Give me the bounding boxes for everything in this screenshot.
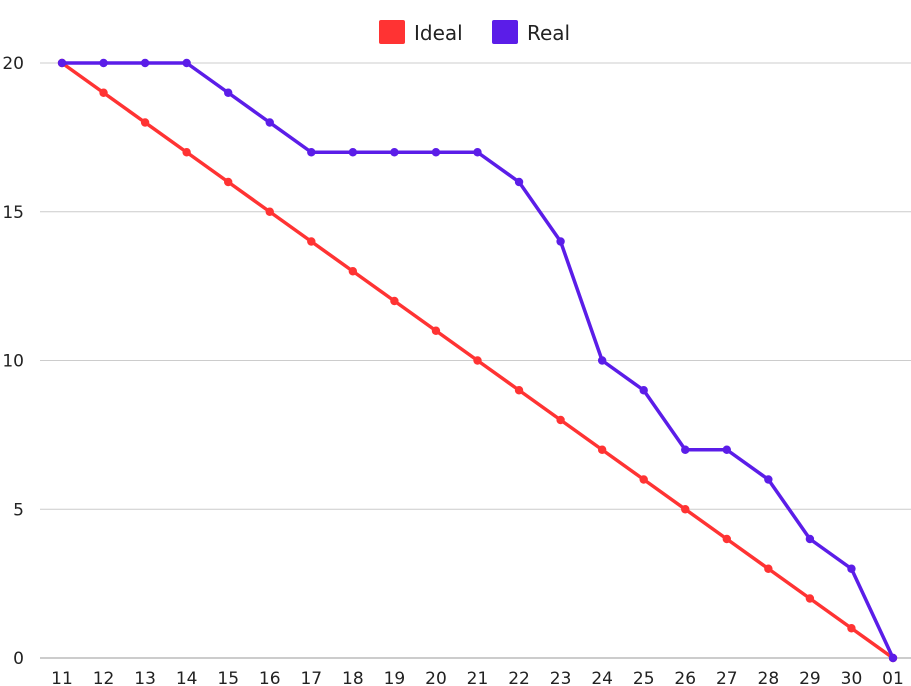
y-tick-label: 15	[2, 203, 24, 223]
data-point-real	[307, 148, 316, 157]
data-point-real	[597, 356, 607, 365]
data-point-ideal	[639, 475, 648, 484]
data-point-ideal	[390, 296, 399, 306]
data-point-ideal	[514, 386, 524, 395]
data-point-real	[390, 148, 399, 157]
data-point-real	[224, 88, 233, 97]
x-tick-label: 28	[758, 669, 780, 686]
data-point-ideal	[847, 624, 856, 633]
legend-label-real: Real	[527, 21, 570, 45]
data-point-ideal	[307, 237, 316, 246]
data-point-ideal	[182, 148, 191, 157]
data-point-real	[57, 58, 67, 68]
x-tick-label: 21	[467, 669, 489, 686]
data-point-ideal	[224, 177, 233, 187]
y-axis-tick-labels: 0 5 10 15 20	[2, 54, 24, 669]
legend-item-real[interactable]: Real	[492, 20, 570, 45]
x-tick-label: 22	[508, 669, 530, 686]
x-axis-tick-labels: 11 12 13 14 15 16 17 18 19 20 21 22 23 24 25 26 27 28 29 30…	[51, 669, 904, 686]
data-point-real	[556, 237, 565, 246]
x-tick-label: 25	[633, 669, 655, 686]
chart-legend: Ideal Real	[379, 20, 570, 45]
data-point-ideal	[681, 505, 690, 514]
data-point-ideal	[597, 445, 607, 454]
x-tick-label: 24	[591, 669, 613, 686]
x-tick-label: 26	[674, 669, 696, 686]
data-point-real	[265, 118, 274, 127]
data-point-real	[182, 58, 191, 68]
data-point-ideal	[473, 356, 482, 365]
y-tick-label: 20	[2, 54, 24, 74]
x-tick-label: 29	[799, 669, 821, 686]
data-point-real	[140, 58, 150, 68]
x-tick-label: 12	[93, 669, 115, 686]
legend-swatch-ideal	[379, 20, 405, 44]
series-ideal	[57, 58, 898, 663]
x-tick-label: 14	[176, 669, 198, 686]
x-tick-label: 27	[716, 669, 738, 686]
x-tick-label: 13	[134, 669, 156, 686]
x-tick-label: 17	[300, 669, 322, 686]
data-point-real	[99, 58, 108, 68]
data-point-real	[888, 653, 898, 663]
data-point-ideal	[805, 594, 815, 603]
data-point-real	[431, 148, 441, 157]
data-point-ideal	[99, 88, 108, 97]
data-point-real	[473, 148, 482, 157]
chart-series	[57, 58, 898, 663]
data-point-real	[639, 386, 648, 395]
legend-swatch-real	[492, 20, 518, 44]
x-tick-label: 01	[882, 669, 904, 686]
data-point-real	[722, 445, 731, 454]
series-real	[57, 58, 898, 663]
legend-label-ideal: Ideal	[414, 21, 463, 45]
legend-item-ideal[interactable]: Ideal	[379, 20, 463, 45]
data-point-real	[348, 148, 358, 157]
data-point-ideal	[140, 118, 150, 127]
x-tick-label: 18	[342, 669, 364, 686]
x-tick-label: 11	[51, 669, 73, 686]
x-tick-label: 23	[550, 669, 572, 686]
data-point-real	[681, 445, 690, 454]
data-point-ideal	[348, 267, 358, 276]
y-tick-label: 5	[13, 500, 24, 520]
data-point-real	[805, 534, 815, 544]
data-point-ideal	[764, 564, 773, 573]
data-point-real	[847, 564, 856, 573]
data-point-ideal	[556, 415, 565, 425]
data-point-ideal	[265, 207, 274, 216]
x-tick-label: 30	[841, 669, 863, 686]
data-point-ideal	[722, 534, 731, 544]
data-point-ideal	[431, 326, 441, 335]
y-tick-label: 0	[13, 649, 24, 669]
y-tick-label: 10	[2, 352, 24, 372]
data-point-real	[764, 475, 773, 484]
x-tick-label: 16	[259, 669, 281, 686]
x-tick-label: 20	[425, 669, 447, 686]
x-tick-label: 15	[217, 669, 239, 686]
x-tick-label: 19	[384, 669, 406, 686]
data-point-real	[514, 177, 524, 187]
